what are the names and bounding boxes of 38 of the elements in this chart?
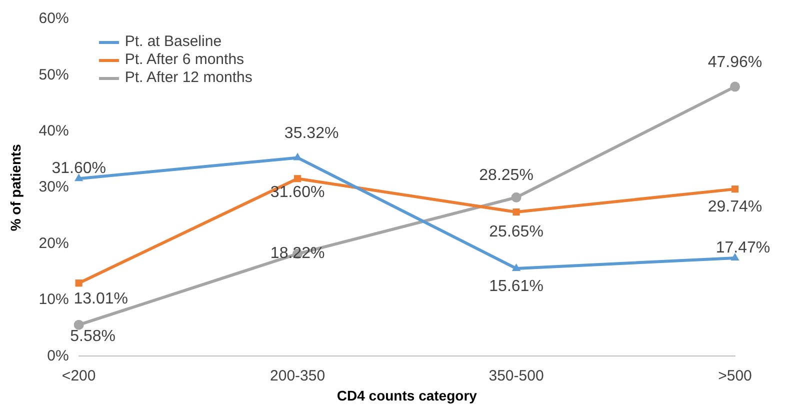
data-label: 47.96% <box>708 54 762 72</box>
x-tick-label: >500 <box>718 367 752 384</box>
point <box>294 175 302 182</box>
point <box>512 208 520 216</box>
point <box>74 174 84 182</box>
data-label: 35.32% <box>284 125 339 142</box>
x-tick-label: 200-350 <box>270 367 326 384</box>
y-tick-label: 50% <box>38 66 69 84</box>
legend-label: Pt. at Baseline <box>124 33 222 51</box>
data-label: 5.58% <box>70 328 116 346</box>
y-tick-label: 30% <box>38 178 69 196</box>
x-axis-title: CD4 counts category <box>336 387 478 404</box>
legend-label: Pt. After 6 months <box>124 51 244 69</box>
data-label: 28.25% <box>479 166 534 184</box>
y-tick-label: 0% <box>47 347 69 364</box>
data-label: 13.01% <box>74 290 128 308</box>
data-label: 29.74% <box>708 198 762 216</box>
legend-label: Pt. After 12 months <box>124 69 252 87</box>
y-tick-label: 10% <box>38 291 69 308</box>
point <box>511 192 522 202</box>
y-tick-label: 20% <box>38 234 69 252</box>
point <box>731 186 739 193</box>
data-label: 18.22% <box>270 245 325 262</box>
x-tick-label: <200 <box>62 367 96 384</box>
point <box>730 82 740 92</box>
point <box>75 280 82 287</box>
x-tick-label: 350-500 <box>488 367 544 384</box>
point <box>74 320 84 330</box>
y-tick-label: 60% <box>38 10 69 28</box>
data-label: 31.60% <box>52 160 106 178</box>
y-tick-label: 40% <box>38 122 69 140</box>
point <box>730 253 740 261</box>
y-axis-title: % of patients <box>7 144 24 232</box>
point <box>512 263 521 271</box>
data-label: 17.47% <box>716 239 770 256</box>
data-label: 15.61% <box>489 278 544 295</box>
data-label: 31.60% <box>270 184 325 202</box>
data-label: 25.65% <box>489 223 544 240</box>
